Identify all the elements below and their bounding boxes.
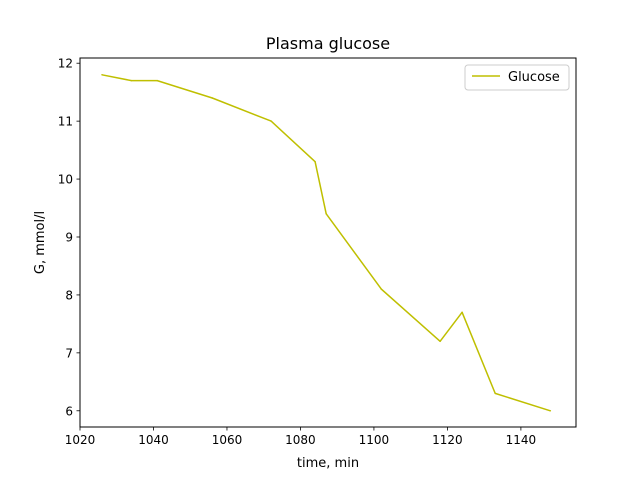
data-point [101,74,103,76]
data-point [270,120,272,122]
y-tick-label: 12 [58,57,73,71]
data-point [549,410,552,412]
x-tick-label: 1100 [359,433,390,447]
series-layer [101,74,552,412]
legend-box [464,64,570,91]
y-tick-label: 7 [65,346,73,360]
x-tick-label: 1040 [138,433,169,447]
y-tick-label: 6 [65,404,73,418]
data-point [325,213,327,215]
data-point [461,311,463,314]
chart-title: Plasma glucose [266,34,390,53]
x-tick-label: 1020 [65,433,96,447]
x-axis-label: time, min [297,456,359,471]
legend: Glucose [464,64,570,91]
data-point [494,392,496,395]
y-axis-ticks: 6 7 8 9 10 11 12 [58,57,80,418]
data-point [439,340,441,343]
x-tick-label: 1140 [506,433,537,447]
x-tick-label: 1120 [432,433,463,447]
legend-label-glucose: Glucose [508,70,560,85]
y-tick-label: 10 [58,173,73,187]
data-point [211,97,214,99]
data-point [314,160,316,163]
x-tick-label: 1080 [285,433,316,447]
y-tick-label: 9 [65,230,73,244]
data-point [380,288,383,290]
data-point [130,79,133,82]
series-line-glucose [101,74,551,412]
y-axis-label: G, mmol/l [33,211,48,274]
x-axis-ticks: 1020 1040 1060 1080 1100 1120 1140 [65,427,536,447]
x-tick-label: 1060 [212,433,243,447]
y-tick-label: 8 [65,288,73,302]
y-tick-label: 11 [58,115,73,129]
data-point [156,79,158,82]
axes-frame [79,57,577,428]
